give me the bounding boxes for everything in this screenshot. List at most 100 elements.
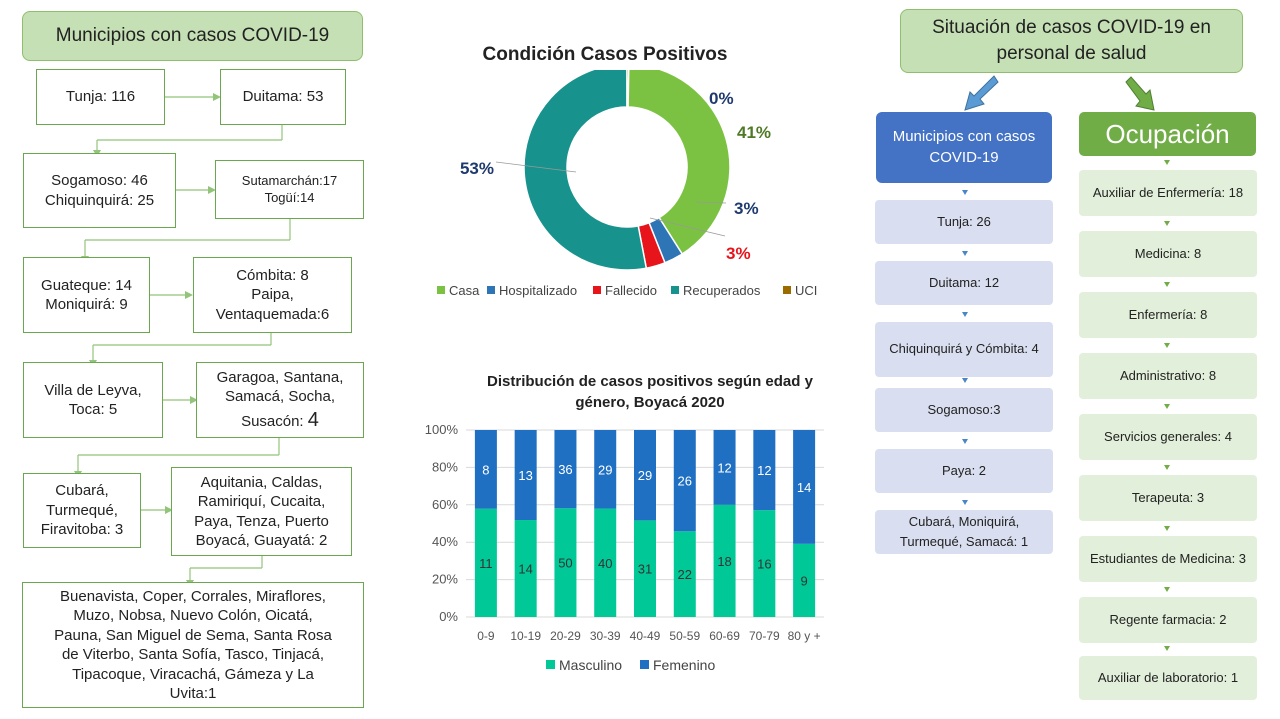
bar-masculino [474,508,497,617]
bar-masculino [554,508,577,617]
muni-line: Tipacoque, Viracachá, Gámeza y La [72,665,314,683]
bar-femenino [713,430,736,505]
muni-line: Duitama: 53 [242,88,324,106]
x-tick-label: 20-29 [550,629,581,643]
green-list-item-label: Servicios generales: 4 [1104,429,1232,445]
x-tick-label: 70-79 [749,629,780,643]
muni-box-sutamarchan: Sutamarchán:17 Togüí:14 [215,160,364,219]
bar-masculino [793,543,816,617]
muni-line: Moniquirá: 9 [45,296,128,313]
muni-line: Toca: 5 [68,401,118,418]
bar-value-label: 40 [598,556,612,571]
legend-label: Hospitalizado [499,283,577,298]
x-tick-label: 30-39 [590,629,621,643]
bar-femenino [673,430,696,532]
y-tick-label: 40% [432,534,458,549]
bar-value-label: 14 [797,480,811,495]
donut-label-uci: 0% [709,89,734,108]
legend-swatch [671,286,679,294]
green-list-item: Auxiliar de laboratorio: 1 [1079,656,1257,700]
bar-value-label: 29 [598,462,612,477]
y-tick-label: 20% [432,572,458,587]
green-list-item-label: Regente farmacia: 2 [1109,612,1227,628]
blue-list-item: Sogamoso:3 [875,388,1053,432]
x-tick-label: 60-69 [709,629,740,643]
legend-label: Recuperados [683,283,761,298]
bar-masculino [634,520,656,617]
muni-box-uno: Buenavista, Coper, Corrales, Miraflores,… [22,582,364,708]
green-list-item: Regente farmacia: 2 [1079,597,1257,643]
bar-value-label: 16 [757,557,771,572]
bar-masculino [594,508,617,617]
bar-femenino [554,430,577,509]
donut-slice-casa [626,70,731,256]
muni-line: Paipa, [251,286,294,304]
bar-value-label: 36 [558,462,572,477]
muni-line: de Viterbo, Santa Sofía, Tasco, Tinjacá, [61,646,325,663]
bar-femenino [594,430,617,509]
muni-line: Garagoa, Santana, [216,368,344,386]
donut-label-hospitalizado: 3% [734,199,759,218]
y-tick-label: 60% [432,497,458,512]
bar-value-label: 50 [558,556,572,571]
legend-swatch [437,286,445,294]
legend-swatch [487,286,495,294]
x-tick-label: 80 y + [788,629,821,643]
blue-list-item-label: Chiquinquirá y Cómbita: 4 [889,341,1039,357]
legend-label: UCI [795,283,817,298]
x-tick-label: 40-49 [630,629,661,643]
x-tick-label: 50-59 [669,629,700,643]
muni-line: Ramiriquí, Cucaita, [197,493,326,510]
bar-value-label: 22 [678,567,692,582]
muni-box-aquitania: Aquitania, Caldas, Ramiriquí, Cucaita, P… [171,467,352,556]
muni-box-combita: Cómbita: 8 Paipa, Ventaquemada:6 [193,257,352,333]
muni-line: Boyacá, Guayatá: 2 [195,532,328,549]
muni-line: Susacón: [241,412,308,430]
bullet-arrow-icon [1164,282,1170,287]
donut-label-recuperados: 53% [460,159,494,178]
green-list-item: Enfermería: 8 [1079,292,1257,338]
green-list-item: Estudiantes de Medicina: 3 [1079,536,1257,582]
muni-line: Villa de Leyva, [44,381,142,399]
bar-value-label: 31 [638,562,652,577]
bullet-arrow-icon [962,312,968,317]
muni-line: Pauna, San Miguel de Sema, Santa Rosa [54,626,332,644]
bar-value-label: 26 [678,474,692,489]
bar-masculino [514,520,537,617]
muni-box-garagoa: Garagoa, Santana, Samacá, Socha, Susacón… [196,362,364,438]
bar-masculino [673,531,696,617]
muni-line: Tunja: 116 [65,88,136,106]
bar-value-label: 8 [482,462,489,477]
bar-value-label: 29 [638,468,652,483]
left-connectors [74,93,291,587]
bullet-arrow-icon [962,439,968,444]
blue-list-item-label: Tunja: 26 [937,213,991,229]
bullet-arrow-icon [962,500,968,505]
muni-line: Samacá, Socha, [224,388,336,405]
bar-chart: 11 8 14 13 50 36 40 29 31 29 22 26 18 12 16 12 9 14 0% 20%… [425,422,824,673]
bar-value-label: 12 [757,463,771,478]
muni-line: Muzo, Nobsa, Nuevo Colón, Oicatá, [73,607,313,624]
muni-box-cubara: Cubará, Turmequé, Firavitoba: 3 [23,473,141,548]
bar-masculino [713,504,736,617]
muni-line: Sutamarchán:17 [241,172,338,188]
bar-value-label: 14 [518,562,532,577]
blue-header-label: Municipios con casos COVID-19 [892,128,1036,166]
blue-list-item-label: Sogamoso:3 [927,401,1001,417]
bar-femenino [753,430,776,511]
donut-chart: 53% 0% 41% 3% 3% Casa Hospitalizado Fallec… [437,70,817,298]
bar-femenino [514,430,537,521]
muni-box-guateque: Guateque: 14 Moniquirá: 9 [23,257,150,333]
legend-swatch [546,660,555,669]
green-list-item: Servicios generales: 4 [1079,414,1257,460]
muni-box-villa-de-leyva: Villa de Leyva, Toca: 5 [23,362,163,438]
green-list-item-label: Enfermería: 8 [1128,307,1208,323]
bar-value-label: 13 [518,468,532,483]
y-tick-label: 100% [425,422,459,437]
bullet-arrow-icon [1164,646,1170,651]
bar-value-label: 12 [717,460,731,475]
blue-list-item-label: Paya: 2 [941,462,987,478]
muni-box-sogamoso: Sogamoso: 46 Chiquinquirá: 25 [23,153,176,228]
legend-label: Femenino [653,657,715,673]
bullet-arrow-icon [962,190,968,195]
